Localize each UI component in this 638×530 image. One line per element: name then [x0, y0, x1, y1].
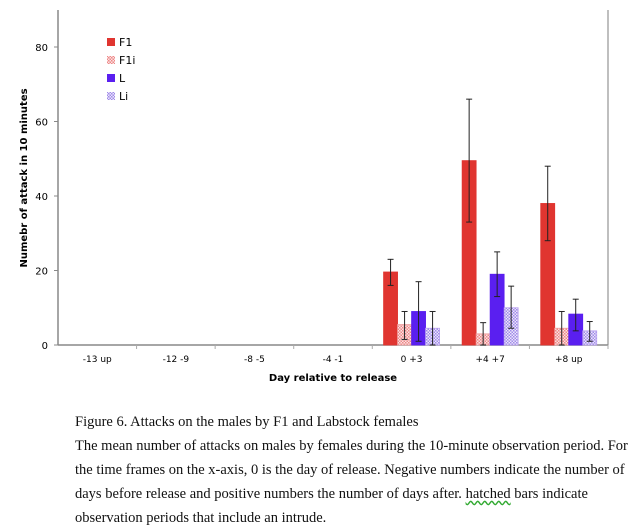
x-tick-label: +4 +7 [475, 355, 504, 365]
legend-label-F1: F1 [119, 36, 132, 49]
legend-swatch-Li [107, 92, 115, 100]
y-tick-label: 20 [35, 267, 48, 278]
y-tick-label: 60 [35, 118, 48, 129]
x-tick-label: 0 +3 [401, 355, 423, 365]
legend-swatch-F1i [107, 56, 115, 64]
y-tick-label: 80 [35, 43, 48, 54]
caption-underlined-word: hatched [465, 486, 511, 502]
figure-caption: Figure 6. Attacks on the males by F1 and… [75, 410, 635, 530]
caption-body: The mean number of attacks on males by f… [75, 434, 635, 530]
caption-text: bars indicate observation periods that i… [75, 486, 588, 526]
y-tick-label: 0 [42, 341, 48, 352]
x-tick-label: -12 -9 [163, 355, 190, 365]
legend-label-L: L [119, 72, 126, 85]
y-axis-label: Numebr of attack in 10 minutes [19, 88, 30, 267]
x-tick-label: +8 up [555, 355, 583, 365]
x-tick-label: -4 -1 [323, 355, 344, 365]
caption-title: Figure 6. Attacks on the males by F1 and… [75, 414, 419, 430]
x-axis-label: Day relative to release [269, 373, 397, 384]
legend-label-Li: Li [119, 90, 128, 103]
x-tick-label: -13 up [83, 355, 112, 365]
bar-chart: 0 20 40 60 80 -13 up -12 -9 -8 -5 -4 -1 0 +3 +4 +7… [19, 10, 609, 384]
y-tick-label: 40 [35, 192, 48, 203]
legend-swatch-F1 [107, 38, 115, 46]
x-tick-label: -8 -5 [244, 355, 265, 365]
legend-label-F1i: F1i [119, 54, 135, 67]
legend-swatch-L [107, 74, 115, 82]
caption-text: The mean number of attacks on males by f… [75, 438, 628, 502]
